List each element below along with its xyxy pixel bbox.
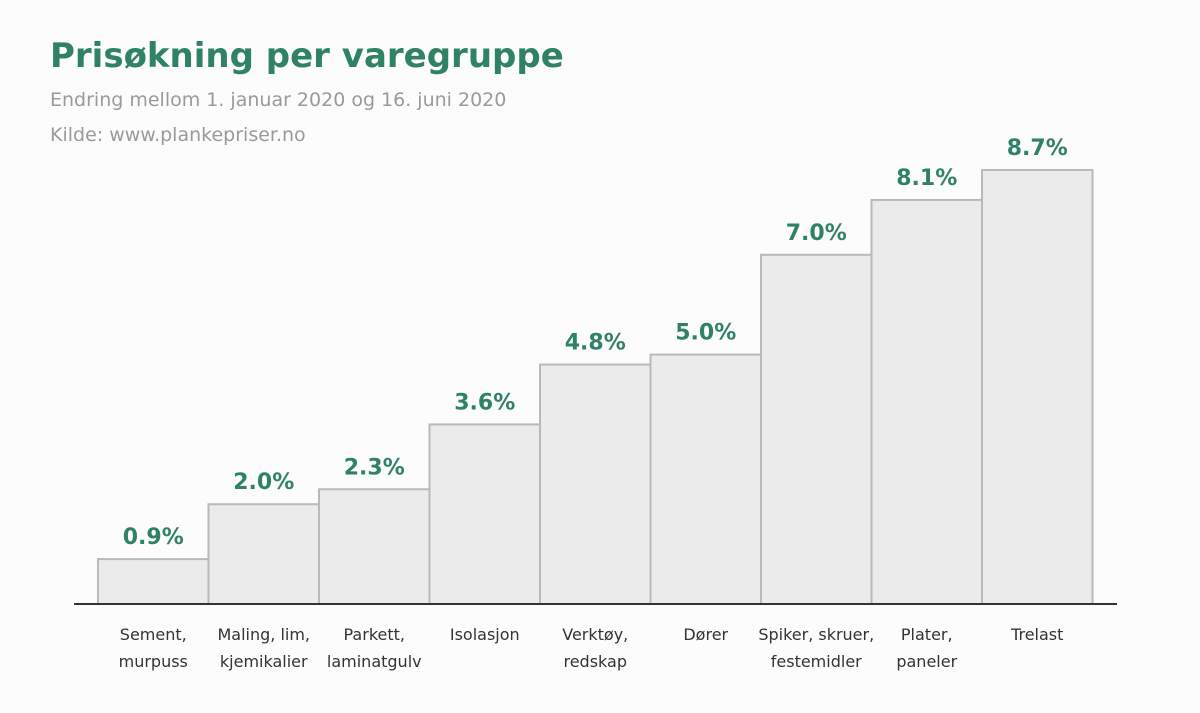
category-label-line: Maling, lim, xyxy=(217,625,310,644)
bar-value-label: 3.6% xyxy=(454,390,515,415)
bar xyxy=(649,353,762,605)
bar xyxy=(97,558,210,606)
bar-value-label: 8.7% xyxy=(1007,136,1068,161)
category-label-line: paneler xyxy=(896,652,957,671)
category-label: Dører xyxy=(683,625,728,644)
bar-value-label: 2.3% xyxy=(344,455,405,480)
category-label-line: murpuss xyxy=(119,652,188,671)
category-label-line: Sement, xyxy=(120,625,187,644)
value-labels-group: 0.9% 2.0% 2.3% 3.6% 4.8% 5.0% 7.0% 8.1% 8.7% xyxy=(123,136,1068,550)
category-label: Sement, murpuss xyxy=(119,625,188,671)
category-label-line: Dører xyxy=(683,625,728,644)
bar-value-label: 5.0% xyxy=(675,321,736,346)
category-label-line: Isolasjon xyxy=(450,625,520,644)
category-label-line: Parkett, xyxy=(344,625,405,644)
category-label: Plater, paneler xyxy=(896,625,957,671)
category-label-line: Spiker, skruer, xyxy=(758,625,874,644)
chart-title: Prisøkning per varegruppe xyxy=(50,36,564,76)
category-label: Spiker, skruer, festemidler xyxy=(758,625,874,671)
bar xyxy=(981,169,1094,605)
category-label: Verktøy, redskap xyxy=(562,625,628,671)
bar-value-label: 8.1% xyxy=(896,166,957,191)
category-labels-group: Sement, murpuss Maling, lim, kjemikalier Par… xyxy=(119,625,1064,671)
bar-value-label: 7.0% xyxy=(786,221,847,246)
chart-source: Kilde: www.plankepriser.no xyxy=(50,124,306,146)
category-label: Maling, lim, kjemikalier xyxy=(217,625,310,671)
category-label: Parkett, laminatgulv xyxy=(327,625,422,671)
bar xyxy=(760,253,873,605)
category-label-line: Plater, xyxy=(901,625,953,644)
bar-value-label: 2.0% xyxy=(233,470,294,495)
category-label-line: festemidler xyxy=(771,652,862,671)
category-label-line: kjemikalier xyxy=(220,652,308,671)
category-label-line: Verktøy, xyxy=(562,625,628,644)
bar xyxy=(539,363,652,605)
category-label: Trelast xyxy=(1010,625,1063,644)
bar-value-label: 4.8% xyxy=(565,331,626,356)
bar xyxy=(428,423,541,605)
category-label-line: Trelast xyxy=(1010,625,1063,644)
bar-value-label: 0.9% xyxy=(123,525,184,550)
category-label: Isolasjon xyxy=(450,625,520,644)
category-label-line: laminatgulv xyxy=(327,652,422,671)
chart-subtitle: Endring mellom 1. januar 2020 og 16. jun… xyxy=(50,89,507,111)
bar xyxy=(207,503,320,606)
bar xyxy=(318,488,431,606)
category-label-line: redskap xyxy=(563,652,627,671)
bar xyxy=(870,198,983,605)
bars-group xyxy=(97,169,1094,606)
